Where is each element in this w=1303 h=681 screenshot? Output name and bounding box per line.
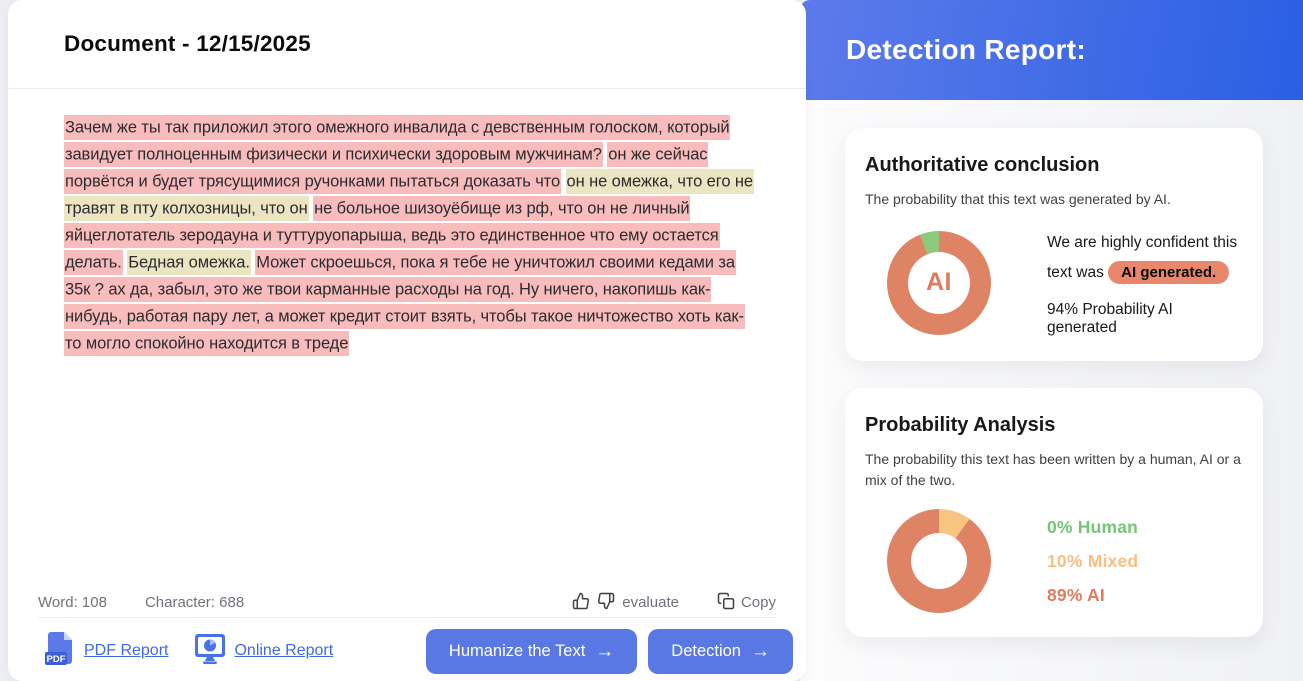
text-segment: Бедная омежка.	[127, 249, 251, 275]
legend-item: 10% Mixed	[1047, 550, 1139, 571]
donut-center-label: AI	[908, 251, 970, 314]
document-header: Document - 12/15/2025	[8, 0, 806, 89]
probability-title: Probability Analysis	[865, 414, 1056, 436]
copy-button[interactable]: Copy	[717, 592, 776, 613]
document-title: Document - 12/15/2025	[64, 31, 311, 56]
probability-legend: 0% Human 10% Mixed 89% AI	[1047, 517, 1138, 606]
legend-item: 0% Human	[1047, 516, 1139, 537]
report-body: Authoritative conclusion The probability…	[800, 100, 1303, 681]
thumbs-down-icon	[597, 592, 615, 613]
authoritative-description: The probability that this text was gener…	[865, 191, 1171, 207]
report-header: Detection Report:	[800, 0, 1303, 100]
authoritative-donut-chart: AI	[887, 230, 991, 335]
authoritative-conclusion-card: Authoritative conclusion The probability…	[845, 128, 1263, 361]
pdf-report-link[interactable]: PDF PDF Report	[44, 631, 168, 672]
probability-description: The probability this text has been writt…	[865, 451, 1241, 488]
arrow-right-icon: →	[595, 640, 615, 662]
pdf-report-label: PDF Report	[84, 642, 169, 659]
online-report-label: Online Report	[234, 642, 334, 659]
ai-generated-badge: AI generated.	[1108, 261, 1230, 284]
authoritative-title: Authoritative conclusion	[865, 154, 1100, 176]
humanize-button[interactable]: Humanize the Text →	[425, 628, 638, 674]
thumbs-up-button[interactable]	[572, 592, 590, 613]
pdf-file-icon: PDF	[44, 631, 76, 672]
action-bar: PDF PDF Report Online Report	[44, 628, 793, 674]
probability-line: 94% Probability AI generated	[1047, 301, 1173, 336]
copy-icon	[717, 592, 735, 613]
probability-donut-chart	[887, 509, 991, 613]
conclusion-text: We are highly confident this text was AI…	[1047, 228, 1243, 288]
online-report-link[interactable]: Online Report	[194, 633, 333, 670]
monitor-chart-icon	[194, 633, 226, 670]
evaluate-label: evaluate	[622, 594, 679, 611]
report-title: Detection Report:	[846, 34, 1086, 65]
thumbs-down-button[interactable]	[597, 592, 615, 613]
document-footer: Word: 108 Character: 688 evaluate Copy	[38, 588, 776, 618]
svg-text:PDF: PDF	[47, 654, 66, 665]
arrow-right-icon: →	[751, 640, 770, 662]
document-text: Зачем же ты так приложил этого омежного …	[8, 89, 806, 357]
copy-label: Copy	[740, 594, 776, 611]
character-count: Character: 688	[144, 594, 245, 611]
word-count: Word: 108	[38, 594, 107, 611]
thumbs-up-icon	[572, 592, 590, 613]
legend-item: 89% AI	[1047, 584, 1105, 605]
detection-button[interactable]: Detection →	[648, 628, 793, 674]
document-stats: Word: 108 Character: 688	[38, 594, 244, 611]
document-panel: Document - 12/15/2025 Зачем же ты так пр…	[8, 0, 806, 681]
probability-analysis-card: Probability Analysis The probability thi…	[845, 388, 1263, 637]
detection-report-panel: Detection Report: Authoritative conclusi…	[800, 0, 1303, 681]
